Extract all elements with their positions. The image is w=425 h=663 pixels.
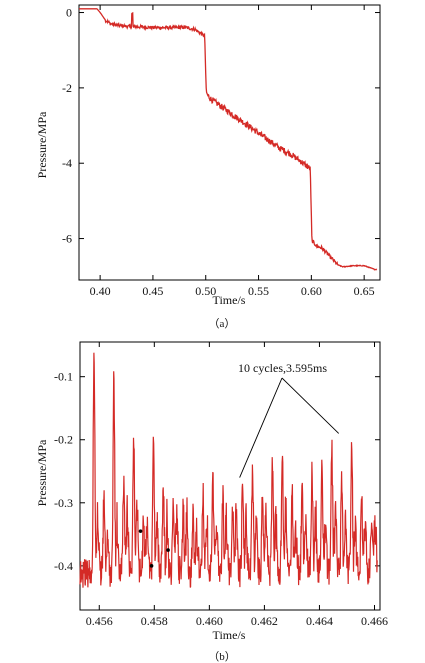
panel-b-y-ticks: -0.1 -0.2 -0.3 -0.4 [54,370,380,573]
panel-b: 0.456 0.458 0.460 0.462 0.464 0.466 -0.1-0.2-… [35,341,388,663]
panel-b-marker-point [166,548,170,552]
panel-b-y-axis-label: Pressure/MPa [35,439,49,506]
panel-a-x-tick-label: 0.45 [142,284,163,298]
annotation-cycles-text: 10 cycles,3.595ms [238,361,327,375]
annotation-leader-right [281,377,340,434]
panel-b-x-tick-label: 0.466 [361,614,388,628]
panel-a: 0.40 0.45 0.50 0.55 0.60 0.65 0-2-4-6 Time/s … [35,4,381,330]
panel-b-marker-point [138,529,143,533]
panel-b-y-tick-label: -0.1 [54,370,73,384]
panel-b-y-tick-label: -0.2 [54,433,73,447]
panel-a-x-tick-label: 0.60 [301,284,322,298]
panel-b-markers [138,529,170,568]
panel-a-pressure-series-line [79,8,378,271]
panel-a-x-tick-label: 0.40 [90,284,111,298]
panel-a-x-tick-label: 0.50 [195,284,216,298]
panel-a-x-tick-label: 0.55 [248,284,269,298]
panel-a-y-ticks: 0 -2 -4 -6 [62,6,380,246]
panel-a-y-tick-label: -2 [62,81,72,95]
panel-b-x-tick-label: 0.462 [251,614,278,628]
panel-b-x-tick-label: 0.464 [306,614,333,628]
panel-a-plot-frame [78,4,381,281]
panel-b-caption: （b） [208,650,236,663]
panel-b-x-ticks: 0.456 0.458 0.460 0.462 0.464 0.466 [86,342,388,628]
panel-b-x-tick-label: 0.460 [196,614,223,628]
panel-a-y-tick-label: 0 [66,6,72,20]
annotation-leader-left [239,377,283,478]
panel-a-x-tick-label: 0.65 [354,284,375,298]
panel-a-y-tick-label: -6 [62,232,72,246]
panel-b-y-tick-label: -0.3 [54,496,73,510]
panel-a-x-ticks: 0.40 0.45 0.50 0.55 0.60 0.65 [90,5,375,298]
panel-a-y-tick-label: -4 [62,156,72,170]
panel-b-plot-frame [79,341,381,611]
panel-b-pressure-series-line [79,352,378,588]
panel-b-x-tick-label: 0.456 [86,614,113,628]
panel-a-x-axis-label: Time/s [213,293,246,307]
panel-b-x-tick-label: 0.458 [141,614,168,628]
panel-b-x-axis-label: Time/s [213,628,246,642]
panel-b-marker-point [149,564,154,568]
panel-a-y-axis-label: Pressure/MPa [35,111,49,178]
panel-b-annotation: 10 cycles,3.595ms [238,361,340,478]
panel-a-caption: （a） [209,317,236,330]
panel-b-y-tick-label: -0.4 [54,559,73,573]
